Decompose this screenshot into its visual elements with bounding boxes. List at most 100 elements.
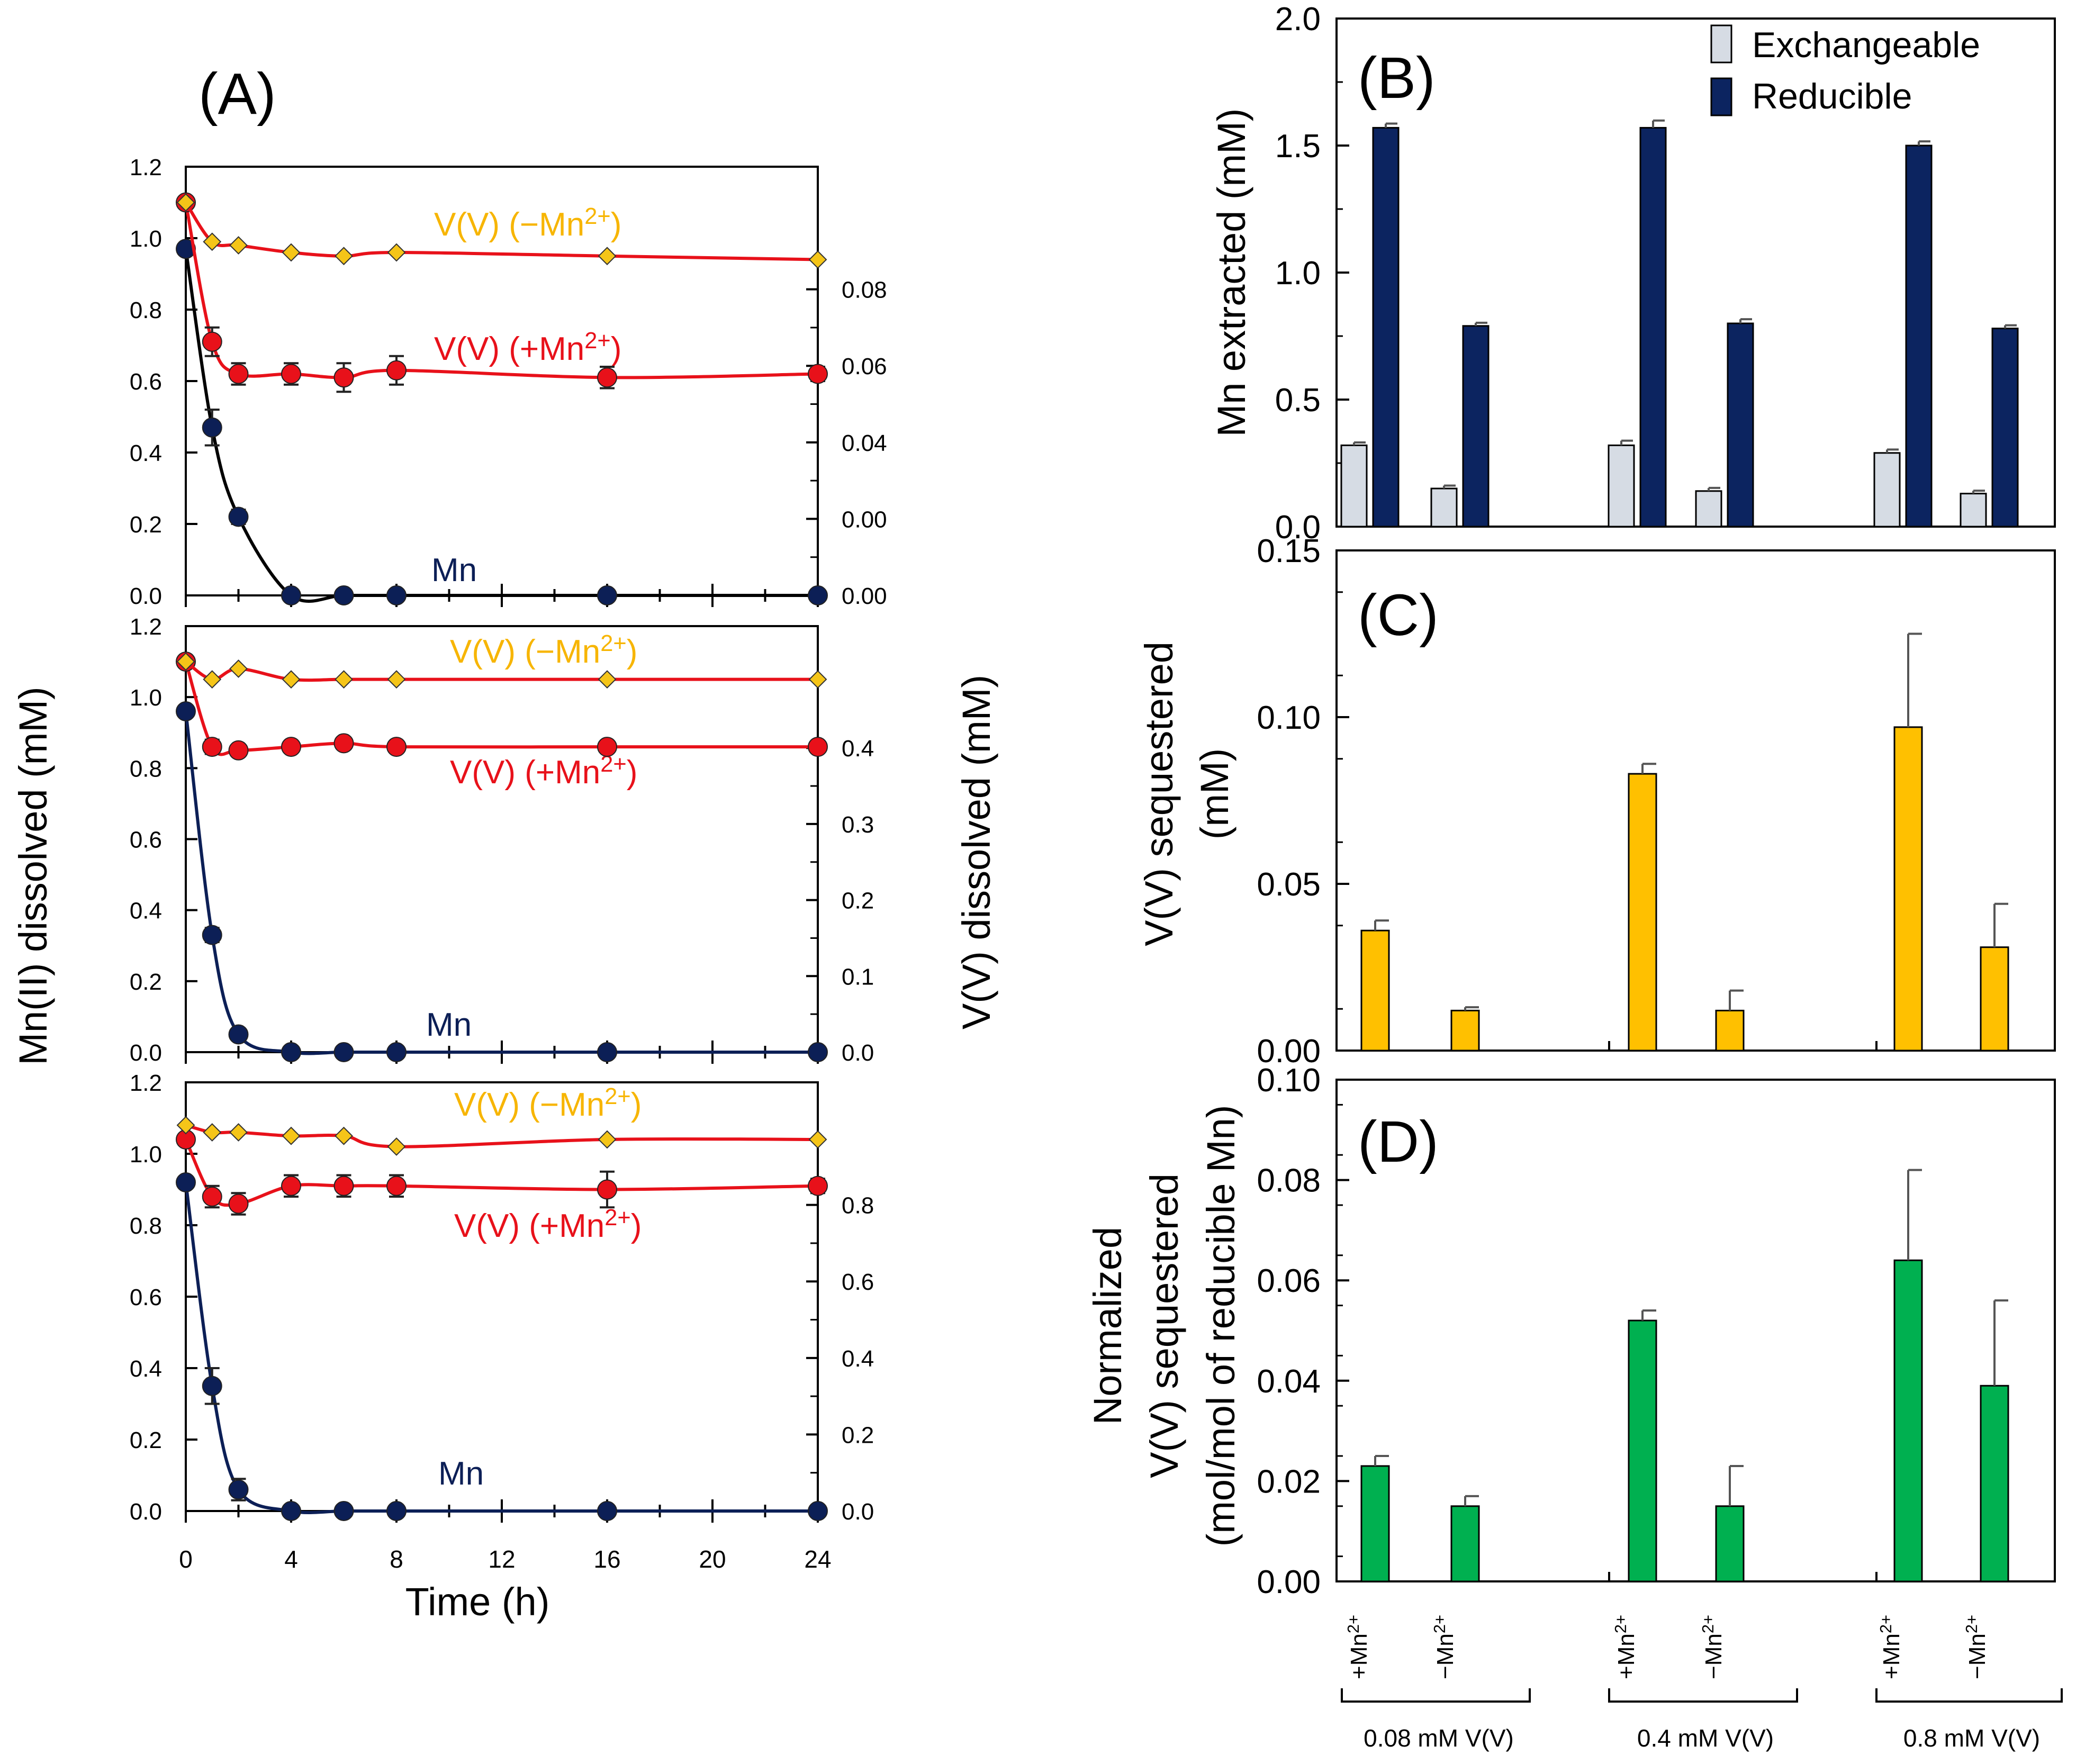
y-tick-label: 0.4 — [130, 898, 162, 924]
y2-tick-label: 0.0 — [842, 1499, 874, 1525]
y-tick-label: 0.00 — [1257, 1564, 1321, 1600]
x-tick-label: 4 — [284, 1545, 298, 1573]
label-v-minus-bot: V(V) (−Mn2+) — [454, 1084, 642, 1123]
panel-d-ylabel-line3: (mol/mol of reducible Mn) — [1199, 1105, 1243, 1547]
bar-reducible — [1372, 126, 1400, 528]
data-point-diamond — [282, 670, 301, 689]
data-point — [597, 367, 617, 388]
panel-d-label: (D) — [1358, 1109, 1439, 1174]
label-v-plus-top: V(V) (+Mn2+) — [434, 328, 621, 367]
panel-b-label: (B) — [1358, 46, 1436, 111]
y2-tick-label: 0.08 — [842, 277, 887, 303]
panel-a-series-labels: V(V) (−Mn2+) V(V) (+Mn2+) Mn V(V) (−Mn2+… — [426, 204, 642, 1492]
group-label: 0.08 mM V(V) — [1364, 1724, 1514, 1752]
y-tick-label: 0.04 — [1257, 1363, 1321, 1400]
data-point — [333, 1042, 354, 1062]
data-point — [202, 925, 222, 945]
data-point — [281, 1501, 301, 1521]
y-tick-label: 0.8 — [130, 1213, 162, 1239]
data-point-diamond — [282, 1126, 301, 1145]
data-point — [386, 1175, 407, 1196]
data-point — [597, 1179, 617, 1200]
y-tick-label: 0.0 — [130, 1040, 162, 1066]
y-tick-label: 0.02 — [1257, 1463, 1321, 1500]
y-tick-label: 2.0 — [1275, 1, 1321, 38]
bar — [1450, 1505, 1480, 1582]
bar-reducible — [1991, 328, 2019, 528]
panel-a-left-ylabel: Mn(II) dissolved (mM) — [11, 686, 55, 1065]
x-tick-label: 20 — [699, 1545, 726, 1573]
data-point — [228, 1024, 249, 1045]
bar-exchangeable — [1608, 444, 1635, 528]
data-point — [176, 1172, 196, 1192]
treatment-label-minus: −Mn2+ — [1430, 1615, 1458, 1679]
data-point — [176, 701, 196, 721]
data-point-diamond — [387, 1137, 406, 1156]
data-point — [386, 360, 407, 381]
y2-tick-label: 0.8 — [842, 1193, 874, 1219]
y2-tick-label: 0.1 — [842, 964, 874, 990]
y2-tick-label: 0.4 — [842, 1346, 874, 1372]
y-tick-label: 1.0 — [130, 226, 162, 252]
y2-tick-label: 0.6 — [842, 1269, 874, 1295]
data-point — [228, 1193, 249, 1214]
y-tick-label: 0.10 — [1257, 700, 1321, 736]
fit-curve — [184, 661, 818, 756]
y-tick-label: 1.2 — [130, 614, 162, 640]
bar — [1980, 1385, 2009, 1582]
data-point-diamond — [387, 243, 406, 262]
y-tick-label: 1.2 — [130, 155, 162, 180]
panel-a-right-ylabel: V(V) dissolved (mM) — [954, 675, 998, 1029]
y2-tick-label: 0.04 — [842, 430, 887, 456]
data-point — [808, 1042, 828, 1062]
y-tick-label: 0.08 — [1257, 1163, 1321, 1199]
panel-c-ylabel-line2: (mM) — [1193, 748, 1236, 840]
y-tick-label: 0.6 — [130, 827, 162, 853]
group-bracket — [1341, 1688, 1531, 1703]
group-bracket — [1875, 1688, 2063, 1703]
panel-a-xticks: 0 4 8 12 16 20 24 — [179, 1545, 831, 1573]
label-mn-top: Mn — [431, 552, 477, 589]
fit-curve — [184, 1138, 818, 1207]
panel-d-ylabel-line2: V(V) sequestered — [1142, 1173, 1186, 1478]
data-point — [281, 585, 301, 605]
treatment-label-minus: −Mn2+ — [1699, 1615, 1727, 1679]
x-tick-label: 8 — [390, 1545, 403, 1573]
y-tick-label: 1.0 — [1275, 255, 1321, 292]
y2-tick-label: 0.2 — [842, 1422, 874, 1448]
panel-a-label: (A) — [198, 61, 276, 126]
y-tick-label: 0.5 — [1275, 382, 1321, 419]
y-tick-label: 0.4 — [130, 1356, 162, 1382]
y-tick-label: 0.8 — [130, 756, 162, 782]
y-tick-label: 0.2 — [130, 1427, 162, 1453]
y-tick-label: 0.00 — [1257, 1033, 1321, 1070]
data-point — [333, 733, 354, 754]
panel-b-ylabel: Mn extracted (mM) — [1210, 108, 1253, 437]
label-v-minus-mid: V(V) (−Mn2+) — [450, 631, 637, 670]
plots-layer: 0.00.20.40.60.81.01.20.000.000.040.060.0… — [130, 1, 2056, 1600]
data-point — [808, 737, 828, 757]
data-point — [202, 1187, 222, 1207]
data-point — [202, 417, 222, 438]
plot-frame — [1335, 1079, 2056, 1582]
fit-curve — [184, 201, 818, 261]
y-tick-label: 0.0 — [1275, 509, 1321, 546]
data-point-diamond — [598, 1130, 617, 1149]
data-point — [808, 585, 828, 605]
legend-swatch-exchangeable — [1710, 24, 1732, 64]
treatment-label-minus: −Mn2+ — [1962, 1615, 1990, 1679]
label-mn-mid: Mn — [426, 1007, 472, 1043]
bar — [1450, 1009, 1480, 1052]
bar-reducible — [1462, 325, 1490, 528]
data-point-diamond — [229, 1123, 248, 1142]
label-v-plus-bot: V(V) (+Mn2+) — [454, 1205, 642, 1244]
bar-reducible — [1905, 144, 1933, 528]
data-point — [386, 1042, 407, 1062]
bar-reducible — [1639, 126, 1667, 528]
y-tick-label: 0.10 — [1257, 1062, 1321, 1099]
y-tick-label: 0.4 — [130, 440, 162, 466]
data-point — [597, 1042, 617, 1062]
y-tick-label: 0.2 — [130, 969, 162, 995]
y-tick-label: 0.8 — [130, 297, 162, 323]
panel-b-legend: Exchangeable Reducible — [1710, 24, 1980, 116]
